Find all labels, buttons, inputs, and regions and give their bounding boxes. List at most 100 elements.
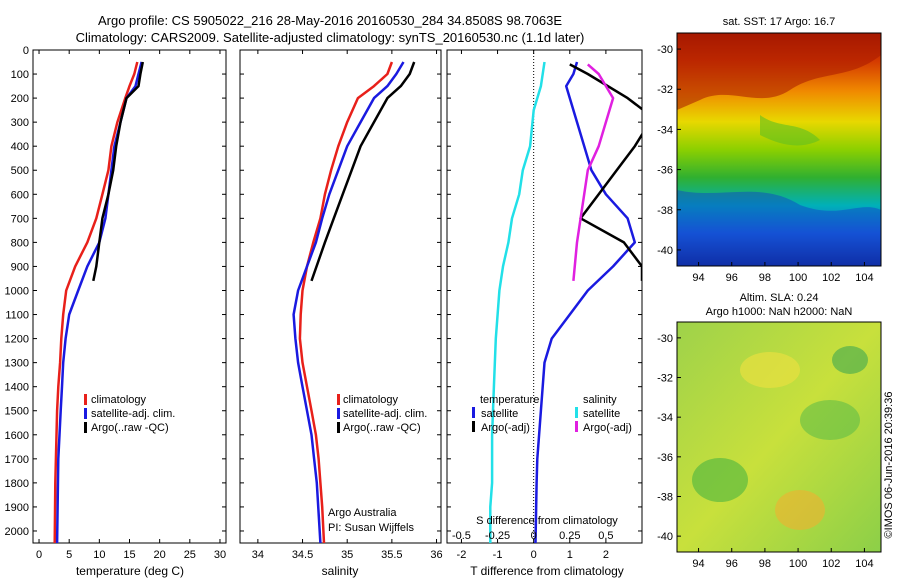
sla-map-low-patch [832, 346, 868, 374]
legend-title-salinity: salinity [583, 394, 617, 406]
legend-swatch-salinity-satellite [575, 407, 578, 418]
sst-map [676, 32, 882, 267]
x-tick-label: 34 [252, 549, 264, 561]
series-line-temperature-argo-adj [569, 63, 642, 281]
series-line-salinity-argo-adj [572, 63, 615, 282]
salinity-plot-frame [239, 49, 442, 544]
x-tick-label: 34.5 [292, 549, 313, 561]
s-tick-label: 0 [531, 530, 537, 542]
x-tick-label: 0 [531, 549, 537, 561]
y-tick-label: 200 [11, 93, 29, 105]
y-tick-label: 1400 [5, 382, 29, 394]
x-tick-label: 20 [154, 549, 166, 561]
legend-swatch-climatology [84, 394, 87, 405]
y-tick-label: 0 [23, 45, 29, 57]
x-tick-label: 1 [567, 549, 573, 561]
salinity-axis-ticks: 34 34.5 35 35.5 36 [240, 49, 443, 561]
map-x-tick-label: 104 [855, 272, 873, 284]
map-x-tick-label: 94 [692, 272, 704, 284]
legend-label-temperature-satellite: satellite [481, 408, 518, 420]
legend-swatch-argo [337, 422, 340, 433]
sst-map-warm-patch [677, 33, 881, 110]
temperature-series [53, 61, 145, 543]
x-tick-label: 2 [603, 549, 609, 561]
legend-label-temperature-argo: Argo(-adj) [481, 422, 530, 434]
y-tick-label: 700 [11, 213, 29, 225]
map-x-tick-label: 100 [789, 272, 807, 284]
legend-title-temperature: temperature [480, 394, 539, 406]
sla-map-high-patch [740, 352, 800, 388]
x-tick-label: 0 [36, 549, 42, 561]
y-tick-label: 1100 [5, 310, 29, 322]
salinity-legend: climatology satellite-adj. clim. Argo(..… [337, 394, 427, 434]
legend-swatch-satellite [337, 408, 340, 419]
sla-map [676, 321, 882, 553]
y-tick-label: 1000 [5, 285, 29, 297]
temperature-plot-frame [32, 49, 227, 544]
series-line-satellite-adj-clim [292, 61, 405, 543]
map-x-tick-label: 98 [759, 558, 771, 570]
series-line-climatology [298, 61, 394, 543]
s-tick-label: 0.5 [598, 530, 613, 542]
salinity-annotation-line1: Argo Australia [328, 507, 397, 519]
difference-plot-frame [446, 49, 643, 544]
x-tick-label: 10 [93, 549, 105, 561]
sst-map-axis-ticks: 94 96 98 100 102 104 -30 -32 -34 -36 -38 -40 [657, 44, 874, 284]
map-y-tick-label: -40 [657, 531, 673, 543]
copyright-stamp: ©IMOS 06-Jun-2016 20:39:36 [883, 392, 895, 539]
salinity-annotation-line2: PI: Susan Wijffels [328, 522, 414, 534]
x-tick-label: 35.5 [381, 549, 402, 561]
sst-map-frame [676, 32, 882, 267]
y-tick-label: 600 [11, 189, 29, 201]
y-tick-label: 1500 [5, 406, 29, 418]
map-x-tick-label: 104 [855, 558, 873, 570]
y-tick-label: 400 [11, 141, 29, 153]
y-tick-label: 800 [11, 237, 29, 249]
map-y-tick-label: -30 [657, 333, 673, 345]
sst-map-cold-patch [677, 190, 881, 266]
map-y-tick-label: -38 [657, 491, 673, 503]
series-line-argo-raw-qc [310, 61, 416, 282]
y-tick-label: 1600 [5, 430, 29, 442]
y-tick-label: 1700 [5, 454, 29, 466]
legend-label-argo: Argo(..raw -QC) [91, 422, 169, 434]
y-tick-label: 300 [11, 117, 29, 129]
legend-label-climatology: climatology [343, 394, 399, 406]
y-tick-label: 500 [11, 165, 29, 177]
map-y-tick-label: -34 [657, 124, 673, 136]
temperature-axis-ticks: 0 5 10 15 20 25 300100200300400500600700800900… [5, 45, 227, 561]
temperature-xlabel: temperature (deg C) [76, 564, 184, 578]
legend-swatch-satellite [84, 408, 87, 419]
s-tick-label: -0.5 [452, 530, 471, 542]
map-y-tick-label: -32 [657, 373, 673, 385]
legend-swatch-climatology [337, 394, 340, 405]
s-tick-label: 0.25 [559, 530, 580, 542]
sla-map-title-line2: Argo h1000: NaN h2000: NaN [705, 306, 853, 318]
legend-label-argo: Argo(..raw -QC) [343, 422, 421, 434]
figure-title-line2: Climatology: CARS2009. Satellite-adjuste… [75, 30, 585, 45]
map-y-tick-label: -34 [657, 412, 673, 424]
difference-series [489, 61, 642, 543]
sla-map-low-patch [692, 458, 748, 502]
figure-title-line1: Argo profile: CS 5905022_216 28-May-2016… [97, 13, 563, 28]
x-tick-label: 15 [123, 549, 135, 561]
y-tick-label: 1900 [5, 502, 29, 514]
map-y-tick-label: -30 [657, 44, 673, 56]
legend-label-satellite: satellite-adj. clim. [91, 408, 175, 420]
map-x-tick-label: 96 [726, 558, 738, 570]
series-line-temperature-satellite [534, 61, 637, 543]
map-y-tick-label: -40 [657, 245, 673, 257]
y-tick-label: 2000 [5, 526, 29, 538]
s-tick-label: -0.25 [485, 530, 510, 542]
series-line-argo-raw-qc [92, 61, 145, 282]
x-tick-label: 36 [430, 549, 442, 561]
temperature-legend: climatology satellite-adj. clim. Argo(..… [84, 394, 175, 434]
x-tick-label: 30 [214, 549, 226, 561]
sla-map-frame [676, 321, 882, 553]
map-y-tick-label: -36 [657, 452, 673, 464]
map-x-tick-label: 96 [726, 272, 738, 284]
salinity-xlabel: salinity [322, 564, 359, 578]
legend-label-salinity-satellite: satellite [583, 408, 620, 420]
s-difference-label: S difference from climatology [476, 515, 618, 527]
